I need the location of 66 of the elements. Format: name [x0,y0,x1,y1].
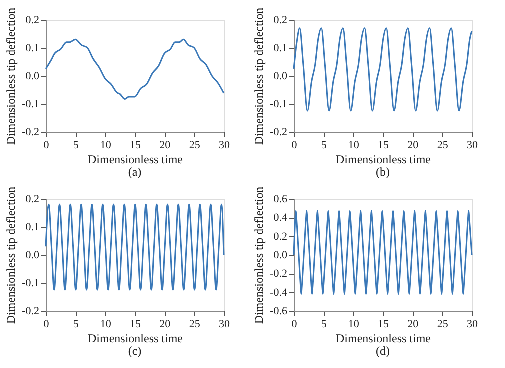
y-tick-label: -0.1 [22,98,40,110]
y-tick-label: 0.0 [26,70,40,82]
y-tick-label: -0.2 [22,126,40,138]
x-axis-title: Dimensionless time [336,152,431,166]
x-tick-label: 30 [219,318,230,330]
line-series [45,38,225,100]
y-tick-label: 0.1 [26,42,40,54]
y-axis-title: Dimensionless tip deflection [252,186,266,324]
x-tick-label: 5 [73,318,80,330]
x-tick-label: 30 [467,140,478,152]
x-tick-label: 30 [467,318,478,330]
x-tick-label: 15 [130,318,142,330]
y-tick-label: 0.2 [26,194,40,206]
x-tick-label: 30 [219,140,230,152]
y-tick-label: 0.2 [26,14,40,26]
text: (c) [128,344,142,358]
x-tick-label: 0 [292,318,298,330]
y-tick-label: 0.0 [274,250,288,262]
x-tick-label: 25 [189,318,201,330]
y-tick-label: 0.1 [26,222,40,234]
text: (b) [376,165,390,179]
y-tick-label: -0.4 [270,286,288,299]
x-tick-label: 15 [378,140,390,152]
text: (a) [128,165,142,179]
x-axis-title: Dimensionless time [88,152,183,166]
x-tick-label: 20 [408,318,420,330]
y-tick-label: 0.0 [26,250,40,262]
x-tick-label: 20 [408,140,420,152]
y-tick-label: -0.6 [270,306,288,318]
x-tick-label: 10 [348,140,360,152]
y-tick-label: 0.2 [274,230,288,243]
x-tick-label: 20 [160,318,172,330]
x-tick-label: 10 [100,140,112,152]
x-tick-label: 5 [321,140,328,152]
line-series [293,210,473,295]
x-tick-label: 25 [437,318,449,330]
y-tick-label: 0.1 [274,42,288,54]
x-tick-label: 0 [44,140,50,152]
y-tick-label: -0.1 [270,98,288,110]
y-tick-label: -0.2 [270,268,288,280]
x-tick-label: 5 [73,140,80,152]
y-tick-label: -0.2 [270,126,288,138]
y-axis-title: Dimensionless tip deflection [4,186,18,324]
y-axis-title: Dimensionless tip deflection [4,8,18,146]
x-tick-label: 10 [100,318,112,330]
line-series [45,204,225,291]
x-tick-label: 5 [321,318,328,330]
y-tick-label: -0.1 [22,278,40,290]
y-tick-label: 0.4 [274,212,288,224]
text: (d) [376,344,390,358]
y-tick-label: -0.2 [22,306,40,318]
x-tick-label: 25 [189,140,201,152]
x-axis-title: Dimensionless time [88,332,183,346]
x-tick-label: 0 [44,318,50,330]
line-series [293,28,473,112]
x-tick-label: 25 [437,140,449,152]
x-tick-label: 0 [292,140,298,152]
x-tick-label: 20 [160,140,172,152]
x-tick-label: 15 [378,318,390,330]
x-tick-label: 15 [130,140,142,152]
y-tick-label: 0.0 [274,70,288,82]
x-axis-title: Dimensionless time [336,332,431,346]
y-axis-title: Dimensionless tip deflection [252,8,266,146]
y-tick-label: 0.2 [274,14,288,26]
x-tick-label: 10 [348,318,360,330]
y-tick-label: 0.6 [274,194,288,206]
